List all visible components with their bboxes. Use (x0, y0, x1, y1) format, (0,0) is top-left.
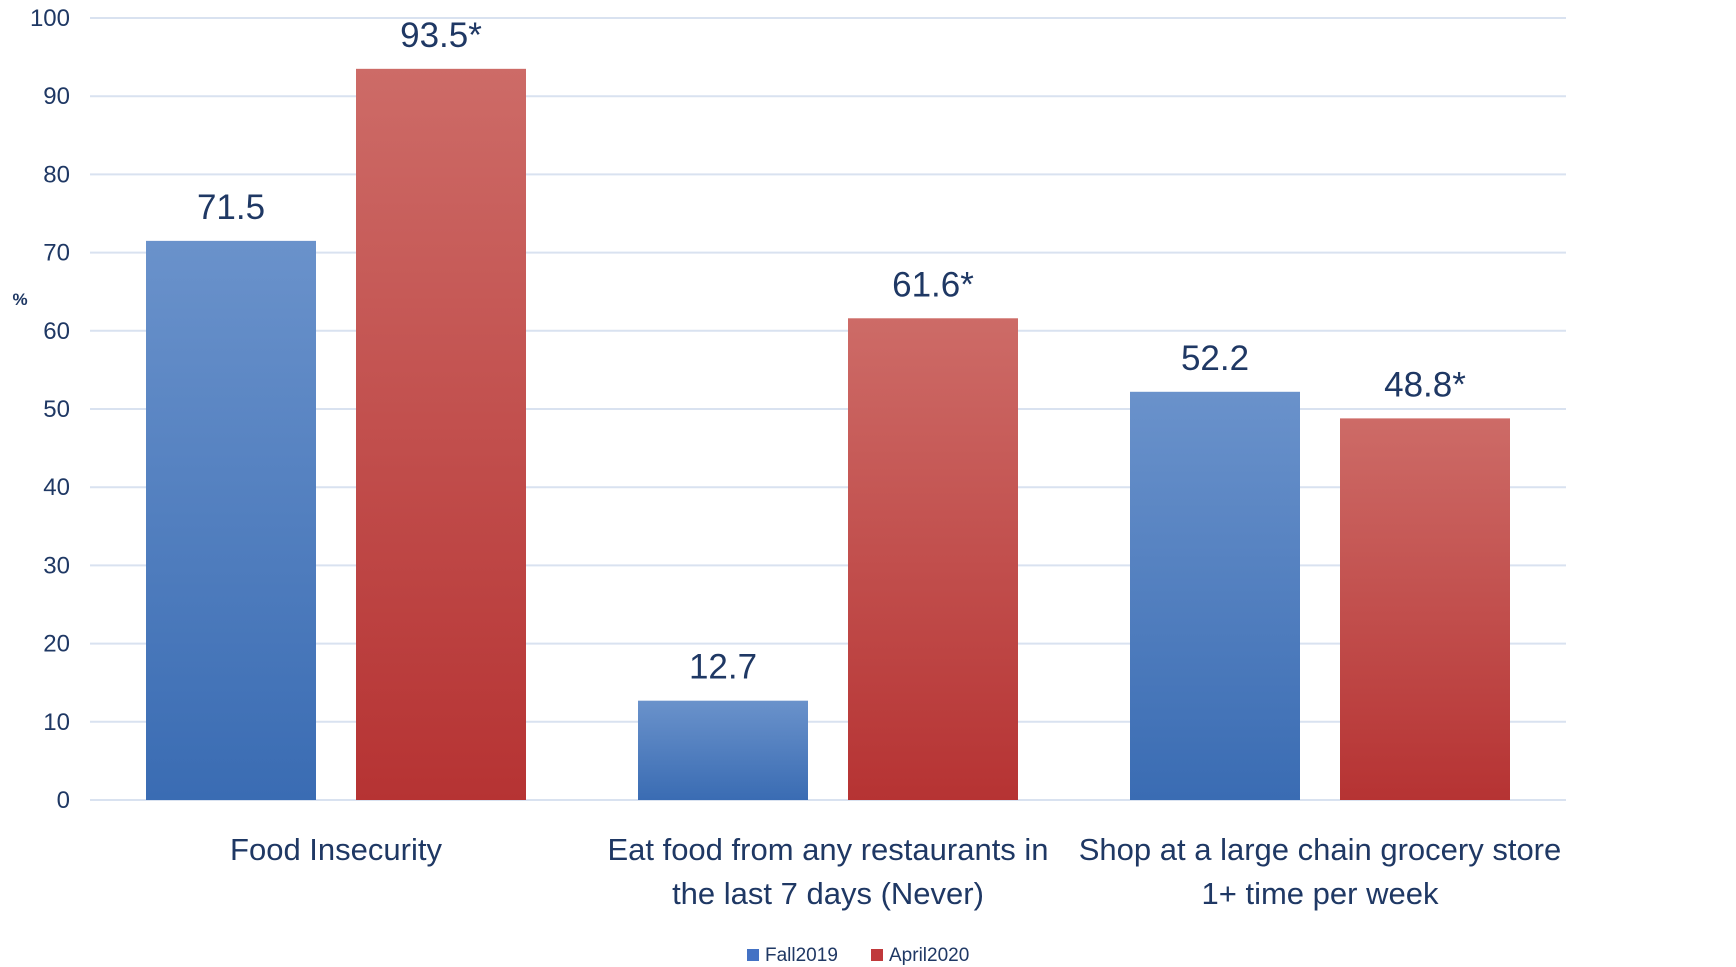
bar-april2020 (848, 318, 1018, 800)
legend: Fall2019 April2020 (747, 945, 969, 966)
data-label: 52.2 (1181, 339, 1249, 378)
y-tick-label: 10 (43, 709, 70, 736)
data-label: 61.6* (892, 265, 974, 304)
category-labels: Food Insecurity Eat food from any restaur… (230, 832, 1561, 911)
legend-label: April2020 (889, 945, 969, 966)
bar-fall2019 (638, 700, 808, 800)
y-tick-label: 30 (43, 552, 70, 579)
bar-april2020 (356, 68, 526, 800)
legend-swatch (747, 949, 759, 961)
data-label: 93.5* (400, 16, 482, 55)
y-tick-label: 100 (30, 5, 70, 32)
legend-label: Fall2019 (765, 945, 838, 966)
y-tick-label: 40 (43, 474, 70, 501)
bar-april2020 (1340, 418, 1510, 800)
data-labels: 71.5 93.5* 12.7 61.6* 52.2 48.8* (197, 16, 1466, 687)
bar-fall2019 (1130, 391, 1300, 800)
y-axis-ticks: 0 10 20 30 40 50 60 70 80 90 100 (30, 5, 70, 814)
y-tick-label: 0 (57, 787, 70, 814)
y-tick-label: 20 (43, 631, 70, 658)
data-label: 48.8* (1384, 365, 1466, 404)
bars (146, 68, 1510, 800)
data-label: 12.7 (689, 648, 757, 687)
y-tick-label: 80 (43, 161, 70, 188)
y-tick-label: 70 (43, 240, 70, 267)
y-tick-label: 50 (43, 396, 70, 423)
bar-fall2019 (146, 240, 316, 800)
category-label: Food Insecurity (230, 832, 442, 867)
category-label: Shop at a large chain grocery store 1+ ti… (1079, 832, 1562, 911)
gridlines (90, 17, 1566, 801)
y-axis-title: % (12, 290, 27, 309)
y-tick-label: 60 (43, 318, 70, 345)
legend-swatch (871, 949, 883, 961)
y-tick-label: 90 (43, 83, 70, 110)
data-label: 71.5 (197, 188, 265, 227)
category-label: Eat food from any restaurants in the last… (607, 832, 1048, 911)
